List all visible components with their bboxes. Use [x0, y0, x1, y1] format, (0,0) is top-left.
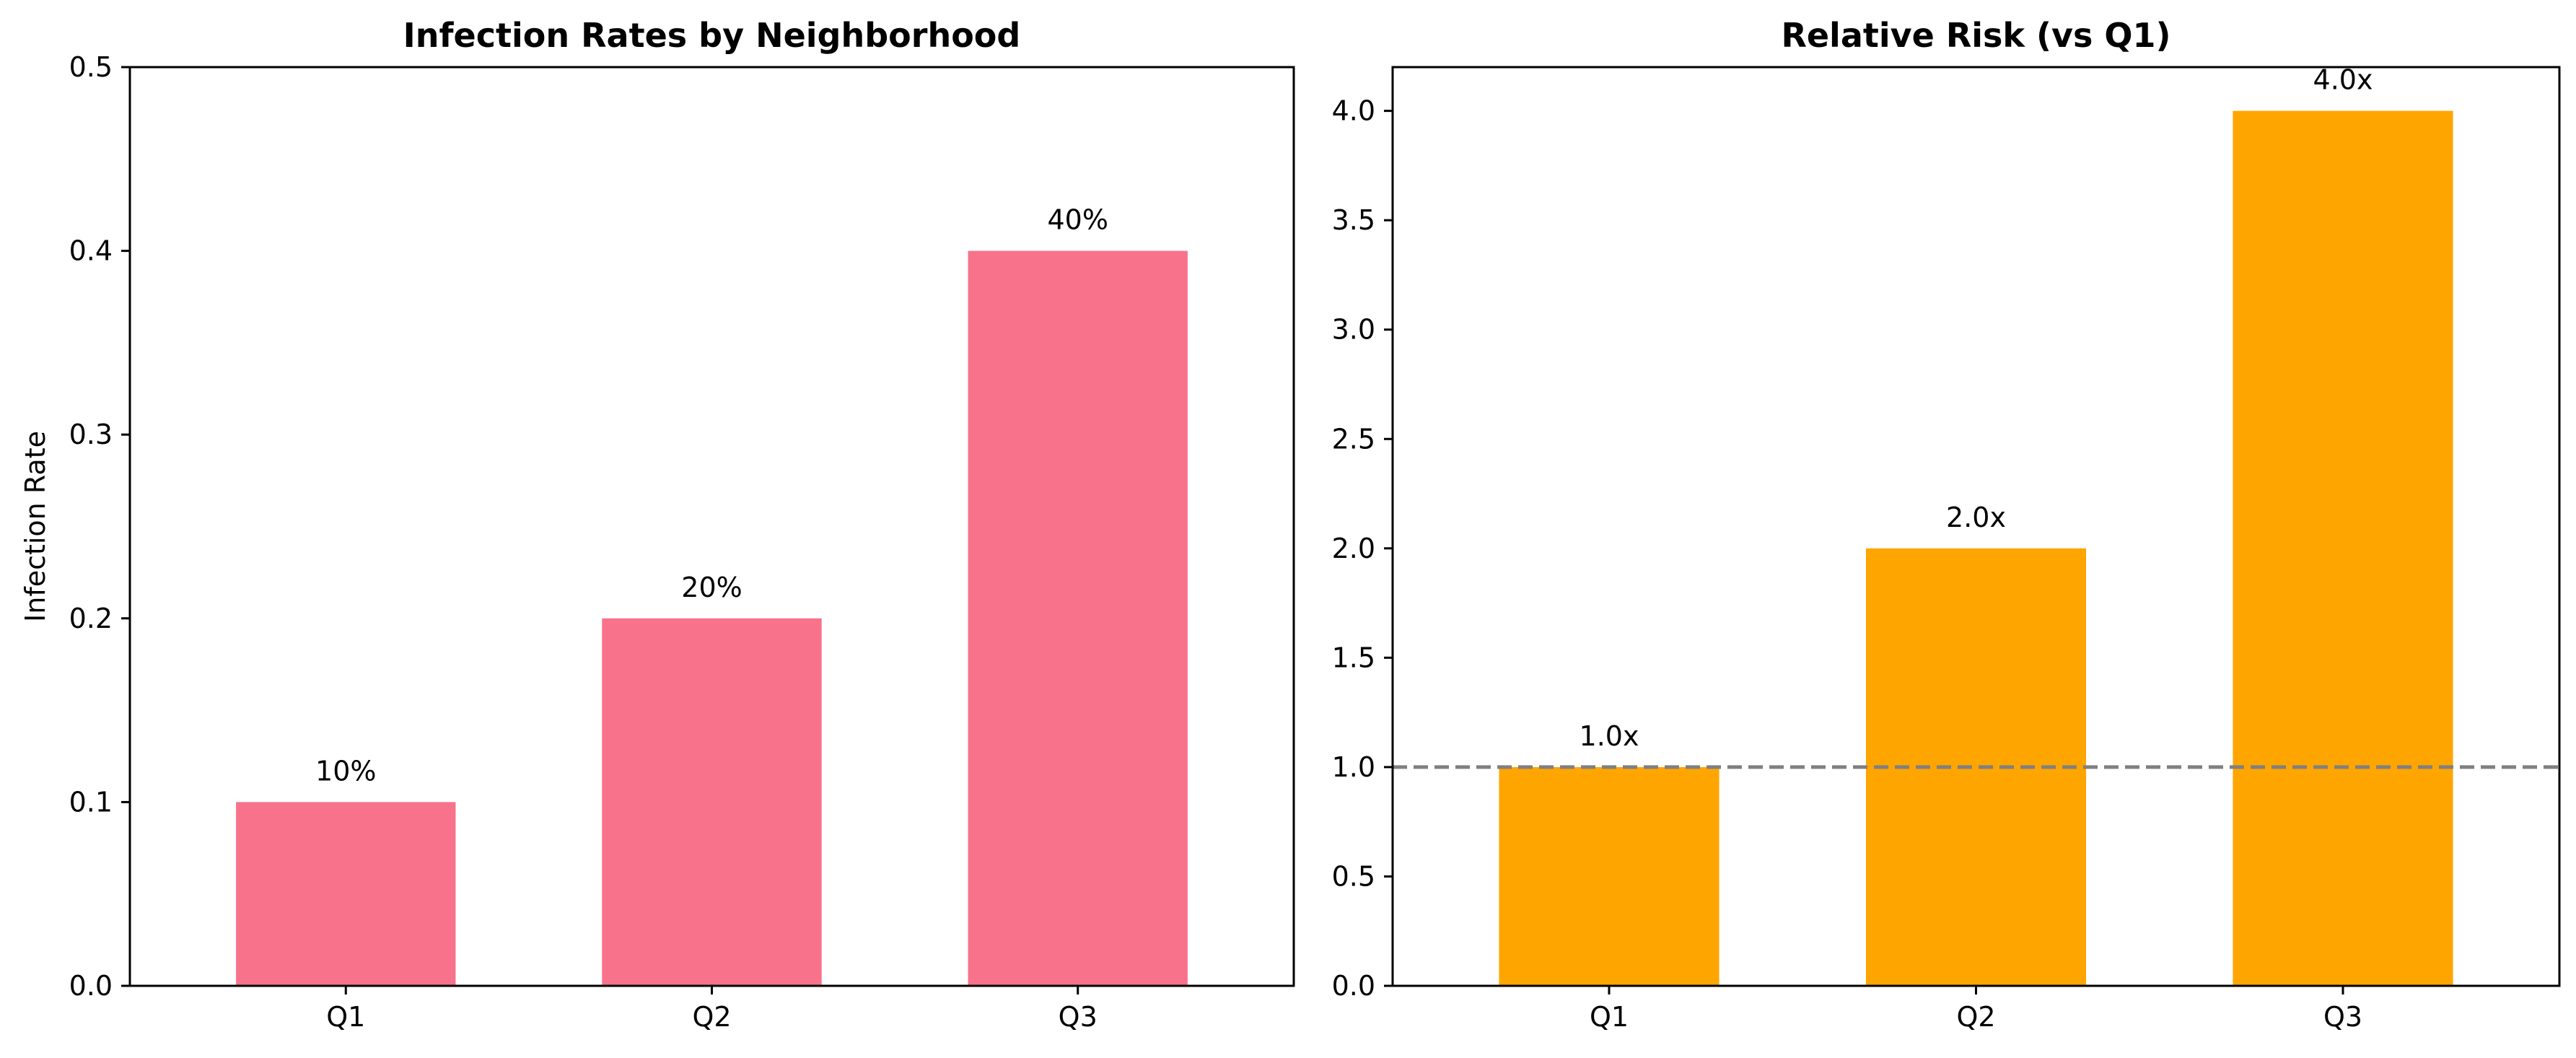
x-tick-label: Q3	[1059, 1001, 1098, 1033]
y-tick-label: 0.3	[69, 419, 113, 450]
data-labels: 10% 20% 40%	[315, 204, 1108, 787]
x-tick-label: Q1	[1590, 1001, 1629, 1033]
y-tick-label: 0.2	[69, 603, 113, 634]
x-ticks: Q1 Q2 Q3	[1590, 986, 2362, 1033]
bars-group	[1499, 110, 2453, 987]
y-tick-label: 1.0	[1332, 751, 1375, 783]
y-tick-label: 4.0	[1332, 95, 1375, 127]
y-tick-label: 0.4	[69, 235, 113, 267]
bar-q1	[1499, 766, 1719, 986]
y-tick-label: 2.5	[1332, 423, 1375, 455]
x-ticks: Q1 Q2 Q3	[326, 986, 1098, 1033]
y-tick-label: 1.5	[1332, 642, 1375, 673]
bars-group	[236, 250, 1188, 987]
data-label: 40%	[1047, 204, 1108, 236]
y-ticks: 0.0 0.5 1.0 1.5 2.0 2.5 3.0 3.5 4.0	[1332, 95, 1393, 1002]
bar-q2	[602, 618, 822, 986]
data-label: 4.0x	[2313, 64, 2373, 96]
data-label: 10%	[315, 755, 376, 787]
chart-title: Relative Risk (vs Q1)	[1781, 16, 2170, 55]
y-tick-label: 0.0	[69, 970, 113, 1002]
bar-q3	[2233, 110, 2453, 987]
y-tick-label: 0.5	[1332, 860, 1375, 892]
bar-q3	[968, 250, 1188, 987]
y-ticks: 0.0 0.1 0.2 0.3 0.4 0.5	[69, 51, 130, 1002]
data-label: 2.0x	[1946, 502, 2006, 533]
data-label: 1.0x	[1580, 720, 1639, 752]
x-tick-label: Q1	[326, 1001, 365, 1033]
y-axis-label: Infection Rate	[19, 431, 51, 622]
data-labels: 1.0x 2.0x 4.0x	[1580, 64, 2373, 752]
x-tick-label: Q2	[1956, 1001, 1995, 1033]
y-tick-label: 2.0	[1332, 533, 1375, 564]
y-tick-label: 3.0	[1332, 314, 1375, 346]
y-tick-label: 0.0	[1332, 970, 1375, 1002]
y-tick-label: 0.1	[69, 786, 113, 818]
x-tick-label: Q3	[2323, 1001, 2362, 1033]
relative-risk-chart: 0.0 0.5 1.0 1.5 2.0 2.5 3.0 3.5 4.0 Q1 Q2 Q3 1.0x 2…	[1332, 16, 2561, 1033]
y-tick-label: 0.5	[69, 51, 113, 83]
chart-title: Infection Rates by Neighborhood	[403, 16, 1021, 55]
y-tick-label: 3.5	[1332, 204, 1375, 236]
bar-q1	[236, 802, 456, 986]
data-label: 20%	[681, 572, 742, 603]
x-tick-label: Q2	[692, 1001, 731, 1033]
infection-rate-chart: 0.0 0.1 0.2 0.3 0.4 0.5 Q1 Q2 Q3 10% 20% 40% Infe…	[19, 16, 1295, 1033]
